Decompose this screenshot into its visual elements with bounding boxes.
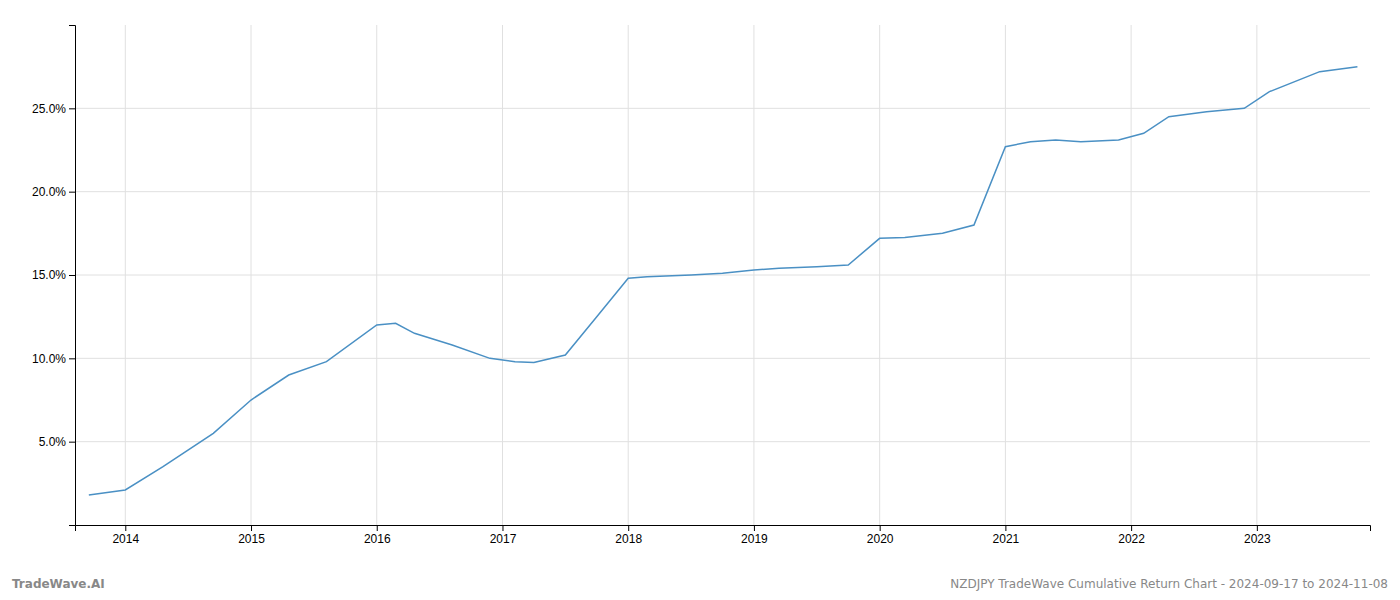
x-tick-label: 2018	[615, 532, 642, 546]
y-axis-line	[69, 26, 76, 526]
x-tick-label: 2020	[867, 532, 894, 546]
y-tick-mark	[69, 275, 75, 276]
x-tick: 2021	[993, 525, 1020, 546]
x-tick-mark	[1005, 525, 1006, 531]
x-tick-mark	[628, 525, 629, 531]
y-tick: 5.0%	[39, 435, 75, 449]
x-tick-mark	[754, 525, 755, 531]
x-tick: 2014	[112, 525, 139, 546]
x-tick-label: 2017	[490, 532, 517, 546]
grid-line-y	[75, 441, 1370, 442]
x-tick: 2016	[364, 525, 391, 546]
x-tick-label: 2022	[1118, 532, 1145, 546]
x-tick: 2018	[615, 525, 642, 546]
grid-line-y	[75, 108, 1370, 109]
x-tick-mark	[1257, 525, 1258, 531]
x-tick: 2017	[490, 525, 517, 546]
y-tick-label: 15.0%	[32, 268, 66, 282]
grid	[75, 25, 1370, 525]
x-tick-label: 2019	[741, 532, 768, 546]
plot: 2014 2015 2016 2017 2018 2019 2020 2021 2022 2023…	[32, 25, 1371, 546]
footer-right: NZDJPY TradeWave Cumulative Return Chart…	[950, 577, 1388, 591]
x-axis-line	[76, 526, 1371, 532]
footer-left: TradeWave.AI	[12, 577, 105, 591]
x-tick-label: 2015	[238, 532, 265, 546]
y-tick-label: 10.0%	[32, 352, 66, 366]
y-tick-mark	[69, 108, 75, 109]
y-tick-mark	[69, 358, 75, 359]
x-axis: 2014 2015 2016 2017 2018 2019 2020 2021 2022 2023	[76, 525, 1371, 546]
marks	[89, 67, 1358, 495]
x-tick: 2022	[1118, 525, 1145, 546]
x-tick-mark	[880, 525, 881, 531]
x-tick-mark	[251, 525, 252, 531]
chart: 2014 2015 2016 2017 2018 2019 2020 2021 2022 2023…	[0, 0, 1400, 600]
y-tick-label: 20.0%	[32, 185, 66, 199]
grid-line-y	[75, 191, 1370, 192]
line	[89, 67, 1358, 495]
y-tick: 25.0%	[32, 102, 75, 116]
grid-line-y	[75, 358, 1370, 359]
x-tick-label: 2014	[112, 532, 139, 546]
x-tick-label: 2023	[1244, 532, 1271, 546]
y-tick-label: 5.0%	[39, 435, 67, 449]
x-tick: 2020	[867, 525, 894, 546]
x-tick-mark	[125, 525, 126, 531]
y-tick-mark	[69, 442, 75, 443]
y-axis: 5.0% 10.0% 15.0% 20.0% 25.0%	[32, 26, 76, 526]
grid-line-y	[75, 275, 1370, 276]
y-tick-mark	[69, 192, 75, 193]
x-tick: 2023	[1244, 525, 1271, 546]
x-tick-label: 2016	[364, 532, 391, 546]
y-tick-label: 25.0%	[32, 102, 66, 116]
footer: TradeWave.AI NZDJPY TradeWave Cumulative …	[12, 577, 1388, 591]
y-tick: 10.0%	[32, 352, 75, 366]
x-tick: 2019	[741, 525, 768, 546]
x-tick-mark	[377, 525, 378, 531]
x-tick-label: 2021	[993, 532, 1020, 546]
y-tick: 20.0%	[32, 185, 75, 199]
x-tick-mark	[502, 525, 503, 531]
y-tick: 15.0%	[32, 268, 75, 282]
x-tick: 2015	[238, 525, 265, 546]
x-tick-mark	[1131, 525, 1132, 531]
